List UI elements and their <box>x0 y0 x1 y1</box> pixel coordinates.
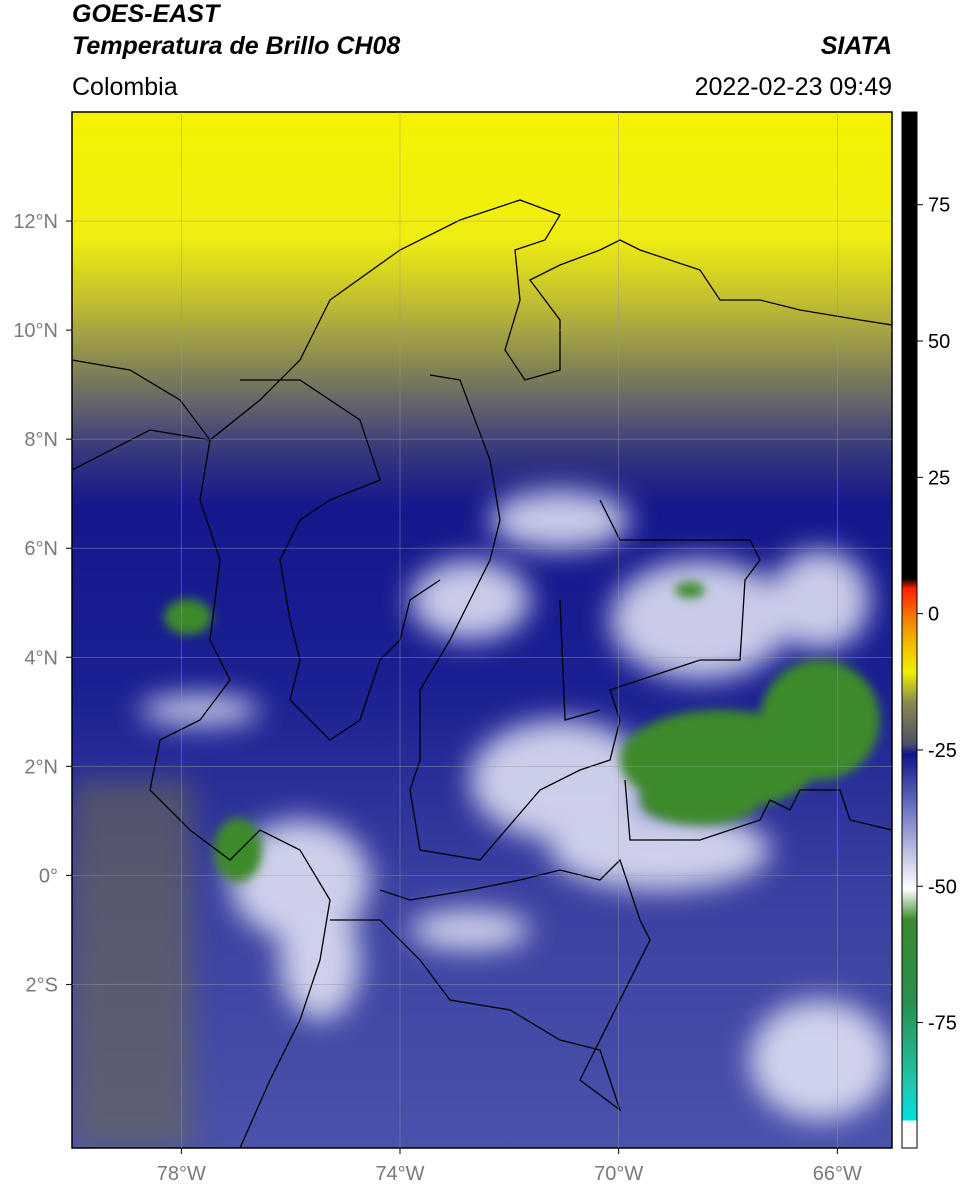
y-tick-label: 6°N <box>24 538 58 560</box>
x-tick-label: 74°W <box>375 1163 424 1185</box>
colorbar-tick-label: 0 <box>928 604 939 626</box>
subtitle: Temperatura de Brillo CH08 <box>72 32 400 60</box>
colorbar-tick-label: -75 <box>928 1013 957 1035</box>
colorbar-tick-label: 50 <box>928 331 950 353</box>
region: Colombia <box>72 73 178 101</box>
colorbar-tick-label: 25 <box>928 467 950 489</box>
y-tick-label: 0° <box>39 865 58 887</box>
x-tick-label: 66°W <box>813 1163 862 1185</box>
y-tick-label: 2°S <box>26 974 58 996</box>
colorbar-tick-label: 75 <box>928 195 950 217</box>
y-tick-label: 4°N <box>24 647 58 669</box>
y-tick-label: 10°N <box>13 320 58 342</box>
colorbar-tick-label: -25 <box>928 740 957 762</box>
title: GOES-EAST <box>72 0 222 28</box>
map-frame <box>71 111 893 1149</box>
y-tick-label: 2°N <box>24 756 58 778</box>
x-tick-label: 70°W <box>594 1163 643 1185</box>
datetime: 2022-02-23 09:49 <box>695 73 892 101</box>
colorbar-tick-label: -50 <box>928 876 957 898</box>
satellite-image <box>72 112 892 1148</box>
y-tick-label: 8°N <box>24 429 58 451</box>
colorbar <box>901 111 918 1149</box>
x-tick-label: 78°W <box>157 1163 206 1185</box>
source: SIATA <box>821 32 892 60</box>
y-tick-label: 12°N <box>13 211 58 233</box>
